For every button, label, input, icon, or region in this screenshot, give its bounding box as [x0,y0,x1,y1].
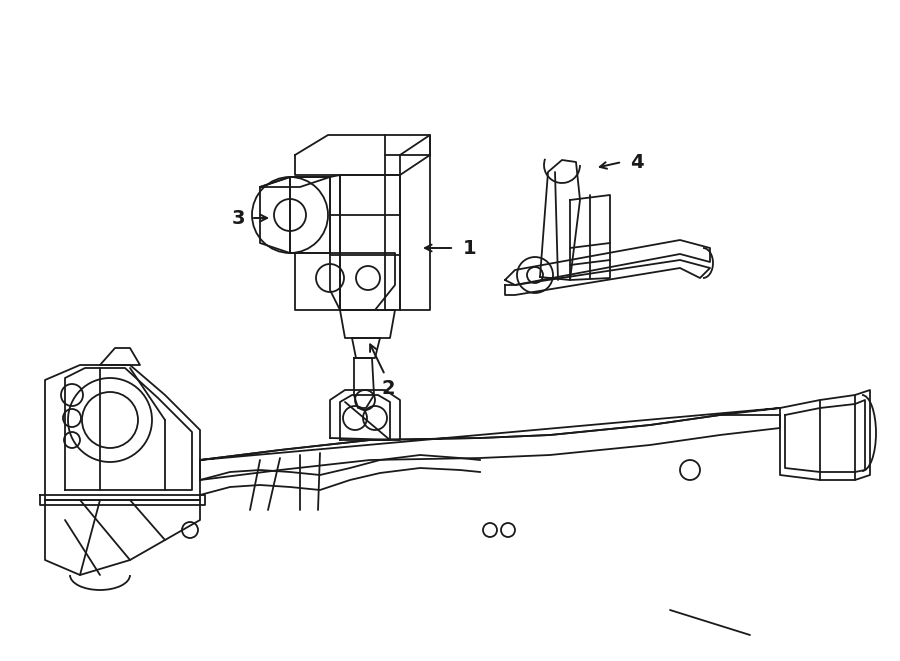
Text: 1: 1 [464,239,477,258]
Text: 4: 4 [630,153,644,171]
Text: 2: 2 [382,379,395,397]
Text: 3: 3 [231,208,245,227]
